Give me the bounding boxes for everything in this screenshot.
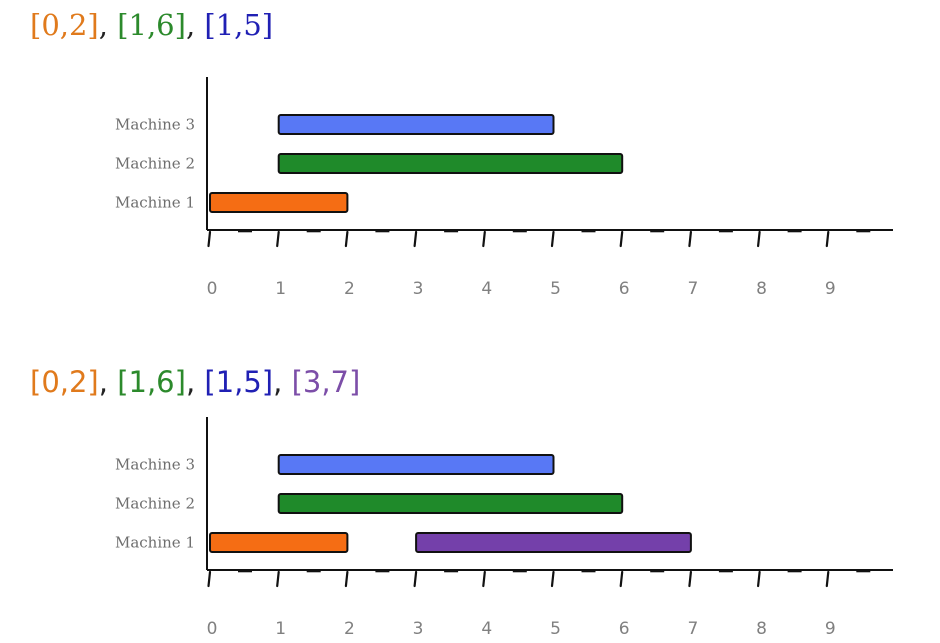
machine-label: Machine 3 [115, 116, 195, 134]
machine-label: Machine 1 [115, 194, 195, 212]
x-tick [825, 570, 830, 588]
x-tick-label: 4 [481, 279, 492, 299]
x-tick-label: 9 [825, 619, 836, 639]
x-tick-label: 8 [756, 619, 767, 639]
x-tick-label: 9 [825, 279, 836, 299]
x-tick-label: 3 [413, 619, 424, 639]
title-part: [1,6] [117, 365, 186, 399]
gantt-bar [277, 454, 555, 475]
title-part: , [98, 8, 118, 42]
x-tick [825, 230, 830, 248]
x-tick [756, 230, 761, 248]
title-part: , [185, 8, 205, 42]
x-tick-label: 7 [687, 279, 698, 299]
title-part: [3,7] [291, 365, 361, 399]
x-tick [276, 230, 280, 248]
x-tick [207, 230, 212, 248]
gantt-bar [209, 192, 349, 213]
gantt-bar [277, 493, 624, 514]
chart-1-title: [0,2], [1,6], [1,5] [30, 8, 273, 42]
x-tick [688, 570, 693, 588]
x-tick [688, 230, 693, 248]
x-tick [482, 230, 486, 248]
x-tick-label: 5 [550, 279, 561, 299]
x-tick-label: 6 [619, 619, 630, 639]
title-part: [1,5] [204, 365, 274, 399]
x-tick-label: 1 [275, 619, 286, 639]
title-part: [1,6] [117, 8, 186, 42]
x-tick-label: 2 [344, 279, 355, 299]
gantt-bar [415, 532, 692, 553]
chart-2-gantt: 0 1 2 3 4 5 6 7 8 9 Machine 1 Machine 2 Machine 3 [115, 417, 893, 639]
x-tick-label: 0 [207, 279, 218, 299]
x-tick-label: 7 [687, 619, 698, 639]
machine-label: Machine 3 [115, 456, 195, 474]
x-tick [619, 570, 624, 588]
x-tick [413, 570, 418, 588]
title-part: , [185, 365, 205, 399]
x-tick-label: 8 [756, 279, 767, 299]
x-tick [344, 230, 349, 248]
x-tick-label: 4 [481, 619, 492, 639]
x-tick [550, 570, 555, 588]
title-part: [1,5] [204, 8, 274, 42]
x-tick [207, 570, 212, 588]
gantt-bar [277, 153, 624, 174]
machine-label: Machine 2 [115, 155, 195, 173]
gantt-bar [209, 532, 349, 553]
x-tick-label: 3 [413, 279, 424, 299]
x-tick [756, 570, 761, 588]
machine-label: Machine 2 [115, 495, 195, 513]
x-tick [619, 230, 624, 248]
title-part: , [273, 365, 292, 399]
x-tick [344, 570, 349, 588]
x-tick [550, 230, 555, 248]
x-tick-label: 1 [275, 279, 286, 299]
x-tick [482, 570, 486, 588]
machine-label: Machine 1 [115, 534, 195, 552]
x-tick [276, 570, 280, 588]
x-tick [413, 230, 418, 248]
chart-2-title: [0,2], [1,6], [1,5], [3,7] [30, 365, 360, 399]
title-part: [0,2] [30, 365, 99, 399]
x-tick-label: 0 [207, 619, 218, 639]
title-part: [0,2] [30, 8, 99, 42]
x-tick-label: 2 [344, 619, 355, 639]
title-part: , [98, 365, 118, 399]
gantt-bar [277, 114, 555, 135]
x-tick-label: 5 [550, 619, 561, 639]
x-tick-label: 6 [619, 279, 630, 299]
chart-1-gantt: 0 1 2 3 4 5 6 7 8 9 Machine 1 Machine 2 Machine 3 [115, 77, 893, 299]
